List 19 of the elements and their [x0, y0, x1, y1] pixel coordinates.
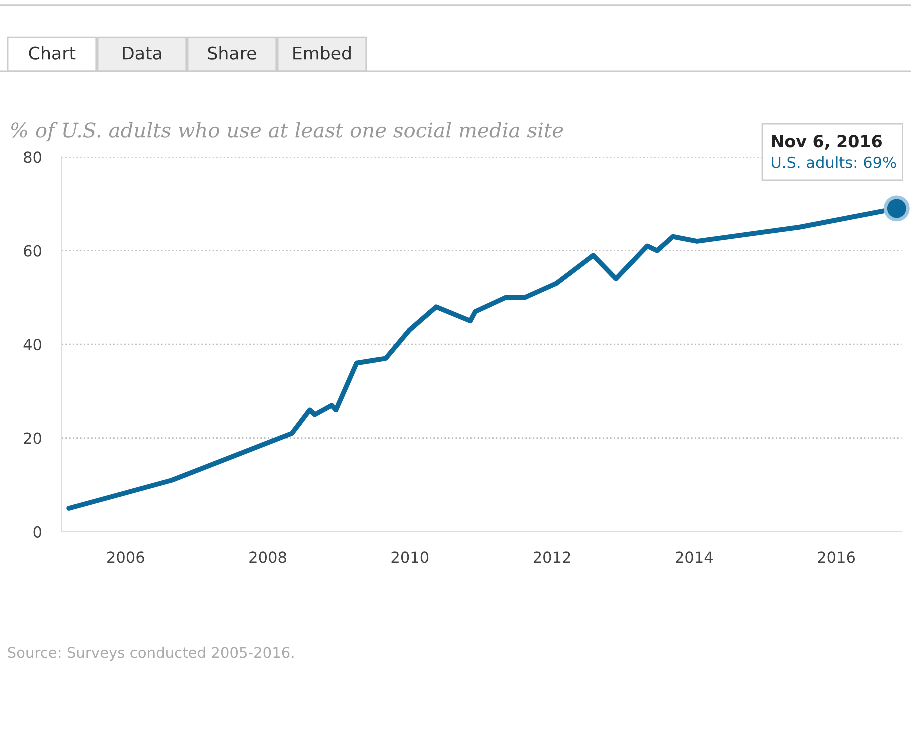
x-tick-label: 2012 [534, 552, 570, 564]
chart-title: % of U.S. adults who use at least one social media site [12, 122, 564, 142]
x-tick-label: 2008 [250, 552, 286, 564]
x-tick-label: 2016 [818, 552, 855, 564]
x-tick-label: 2010 [392, 552, 429, 564]
text: Embed [294, 46, 351, 60]
annotation: U.S. adults: 69% [772, 156, 896, 168]
y-tick-label: 40 [24, 339, 42, 351]
text: Nov 6, 2016 [772, 135, 882, 150]
y-tick-label: 0 [34, 526, 42, 538]
text: Data [123, 47, 162, 60]
source-note: Source: Surveys conducted 2005-2016. [8, 646, 294, 662]
y-tick-label: 20 [24, 432, 42, 444]
y-tick-label: 80 [24, 152, 42, 164]
x-tick-label: 2014 [676, 552, 713, 564]
y-tick-label: 60 [24, 245, 42, 257]
text: Share [208, 46, 256, 60]
text: Chart [29, 46, 76, 60]
x-tick-label: 2006 [108, 552, 144, 564]
